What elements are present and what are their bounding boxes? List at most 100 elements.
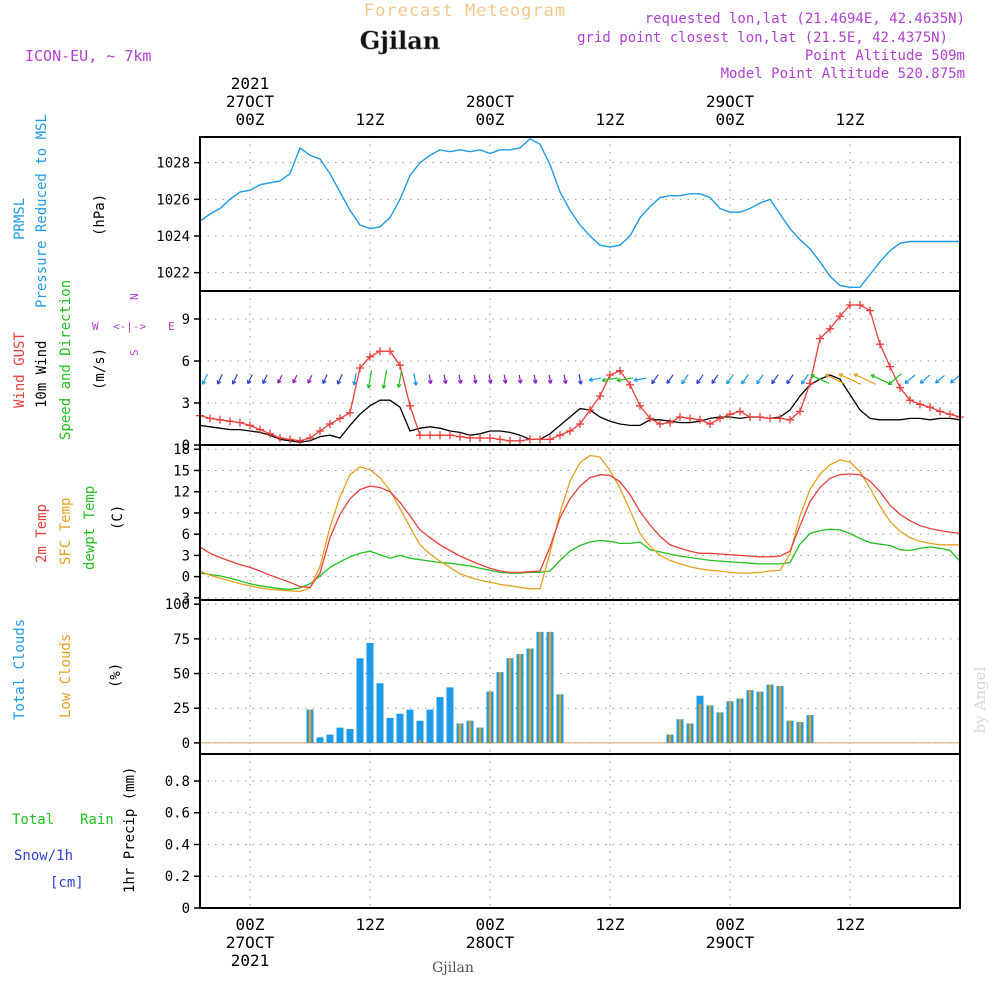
total-cloud-bar xyxy=(336,727,344,743)
gust-marker xyxy=(486,434,494,442)
pressure-y-ticks: 1022 1024 1026 1028 xyxy=(156,156,200,282)
wind-arrow xyxy=(904,374,916,384)
top-tick-label-0-0: 2021 xyxy=(231,74,270,93)
gust-marker xyxy=(286,435,294,444)
gust-marker xyxy=(796,407,804,416)
wind-arrow xyxy=(366,370,373,389)
wind-arrow xyxy=(934,374,945,384)
top-tick-label-1-0: 12Z xyxy=(356,110,385,129)
low-cloud-bar xyxy=(698,704,702,743)
total-cloud-bar xyxy=(386,717,394,743)
pressure-ytick-label-0: 1022 xyxy=(156,266,190,282)
gust-marker xyxy=(786,415,794,424)
total-cloud-bar xyxy=(416,720,424,743)
total-cloud-bar xyxy=(366,643,374,743)
wind-arrow xyxy=(696,374,704,385)
gust-marker xyxy=(816,334,824,343)
low-cloud-bar xyxy=(508,658,512,743)
total-cloud-bar xyxy=(376,683,384,743)
prmsl-line xyxy=(199,137,960,288)
low-cloud-bar xyxy=(788,720,792,743)
bottom-tick-label-0-1: 27OCT xyxy=(226,933,275,952)
top-tick-label-5-0: 12Z xyxy=(836,110,865,129)
clouds-panel: 0 25 50 75 100 Total Clouds Low Clouds (%) xyxy=(12,597,961,755)
wind-arrow xyxy=(726,374,734,385)
top-tick-label-4-1: 00Z xyxy=(716,110,745,129)
gust-marker xyxy=(866,306,874,315)
wind-arrow xyxy=(322,374,328,385)
requested-coords: requested lon,lat (21.4694E, 42.4635N) xyxy=(645,11,965,27)
bottom-tick-label-0-2: 2021 xyxy=(231,951,270,970)
clouds-label-total: Total Clouds xyxy=(12,619,28,720)
sfc-temp-line xyxy=(199,454,960,593)
total-cloud-bar xyxy=(426,709,434,743)
top-tick-label-4-0: 29OCT xyxy=(706,92,755,111)
pressure-panel: 1022 1024 1026 1028 PRMSL Pressure Reduced … xyxy=(12,114,961,308)
temp-ytick-label-4: 9 xyxy=(182,506,190,522)
wind-arrow xyxy=(472,374,478,384)
low-cloud-bar xyxy=(468,720,472,743)
gust-marker xyxy=(506,436,514,445)
gust-marker xyxy=(216,415,224,424)
wind-unit: (m/s) xyxy=(92,348,108,390)
wind-arrow xyxy=(666,374,674,385)
gust-marker xyxy=(916,400,924,409)
wind-arrow xyxy=(950,375,960,384)
wind-arrow xyxy=(336,373,343,385)
low-cloud-bar xyxy=(308,709,312,743)
wind-arrow xyxy=(247,374,253,385)
cloud-ytick-label-0: 0 xyxy=(182,736,190,752)
gust-marker xyxy=(316,427,324,435)
precip-grid xyxy=(200,754,960,908)
wind-arrow xyxy=(919,374,931,384)
bottom-location-caption: Gjilan xyxy=(432,960,474,976)
low-cloud-bar xyxy=(498,672,502,743)
pressure-ytick-label-2: 1026 xyxy=(156,192,190,208)
wind-label-10m: 10m Wind xyxy=(34,341,50,408)
temp-ytick-label-3: 6 xyxy=(182,527,190,543)
gust-marker xyxy=(296,436,304,445)
compass-n: N xyxy=(128,293,141,300)
gust-marker xyxy=(736,407,744,416)
wind-arrow xyxy=(292,375,298,384)
temp-ytick-label-2: 3 xyxy=(182,548,190,564)
gust-marker xyxy=(696,415,704,424)
wind-arrow xyxy=(810,374,830,385)
wind-arrow xyxy=(532,374,538,384)
low-cloud-bar xyxy=(748,690,752,743)
compass-s: S xyxy=(128,349,141,356)
gust-marker xyxy=(566,427,574,435)
cloud-ytick-label-1: 25 xyxy=(173,701,190,717)
gust-marker xyxy=(346,408,354,417)
gust-marker xyxy=(206,414,214,423)
wind-arrow xyxy=(277,374,283,384)
temp-ytick-label-6: 15 xyxy=(173,463,190,479)
gust-marker xyxy=(636,401,644,410)
gust-marker xyxy=(606,371,614,379)
total-cloud-bar xyxy=(396,713,404,743)
low-cloud-bar xyxy=(678,719,682,743)
wind-arrow xyxy=(651,374,659,385)
precip-label-snow: Snow/1h xyxy=(14,848,73,864)
model-label: ICON-EU, ~ 7km xyxy=(25,47,151,65)
wind-ytick-label-0: 0 xyxy=(182,438,190,454)
dewpoint-line xyxy=(199,528,961,591)
wind-arrow xyxy=(396,370,403,388)
gust-marker xyxy=(936,407,944,416)
gust-marker xyxy=(426,431,434,440)
wind-arrow xyxy=(487,374,493,384)
gust-marker xyxy=(466,434,474,442)
gust-marker xyxy=(236,418,244,427)
gust-marker xyxy=(856,301,864,309)
gust-marker xyxy=(836,312,844,321)
wind-arrow xyxy=(201,373,208,385)
gust-marker xyxy=(386,347,394,356)
gust-marker xyxy=(806,379,814,388)
precip-panel: 0 0.2 0.4 0.6 0.8 Total Rain Snow/1h [cm] 1h… xyxy=(12,753,961,917)
total-cloud-bar xyxy=(446,687,454,743)
wind-arrow xyxy=(352,373,357,386)
precip-label-rain: Rain xyxy=(80,812,114,828)
